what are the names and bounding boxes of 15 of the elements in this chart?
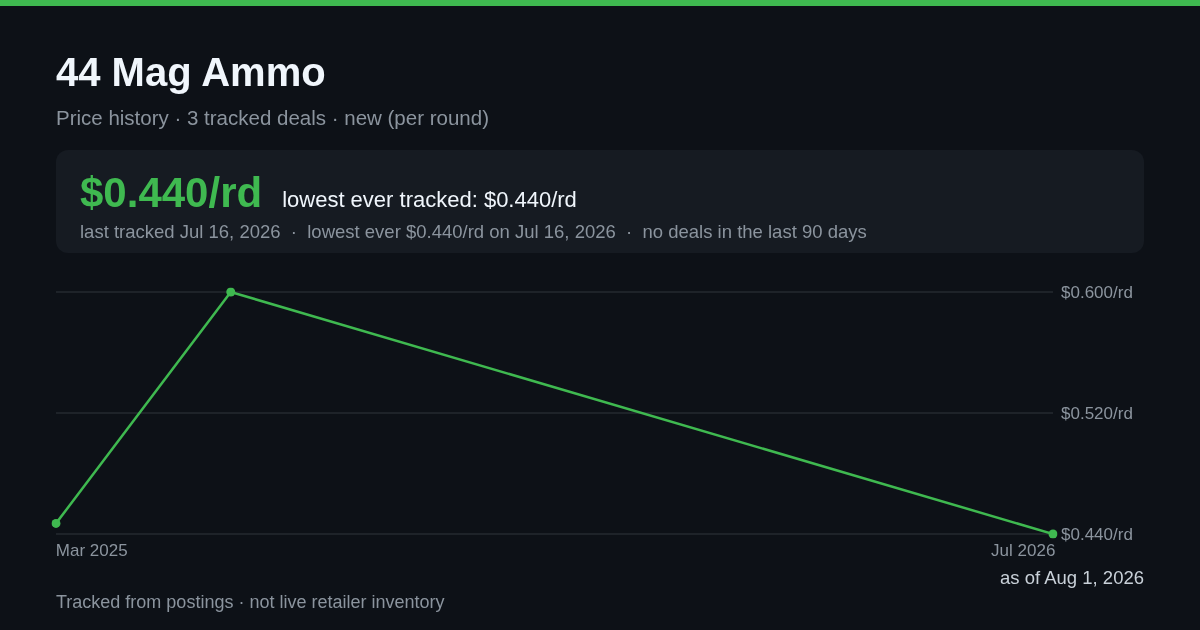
- x-tick-label: Jul 2026: [991, 541, 1056, 560]
- y-tick-label: $0.520/rd: [1061, 404, 1133, 423]
- point: [1048, 529, 1058, 539]
- x-tick-label: Mar 2025: [55, 541, 128, 560]
- text: last tracked Jul 16, 2026 · lowest ever $0.440/rd on Jul 16, 2026 · no deals in the last 90 days: [80, 220, 867, 244]
- chart-subtitle: Price history · 3 tracked deals · new (per round): [56, 105, 489, 131]
- text: Tracked from postings · not live retailer inventory: [56, 591, 445, 613]
- point: [226, 287, 236, 297]
- text: $0.440/rd: [80, 168, 263, 218]
- chart-title: 44 Mag Ammo: [56, 49, 326, 96]
- text: lowest ever tracked: $0.440/rd: [282, 186, 577, 214]
- y-tick-label: $0.440/rd: [1061, 525, 1133, 544]
- y-tick-label: $0.600/rd: [1061, 283, 1133, 302]
- text: as of Aug 1, 2026: [999, 566, 1144, 590]
- point: [51, 518, 61, 528]
